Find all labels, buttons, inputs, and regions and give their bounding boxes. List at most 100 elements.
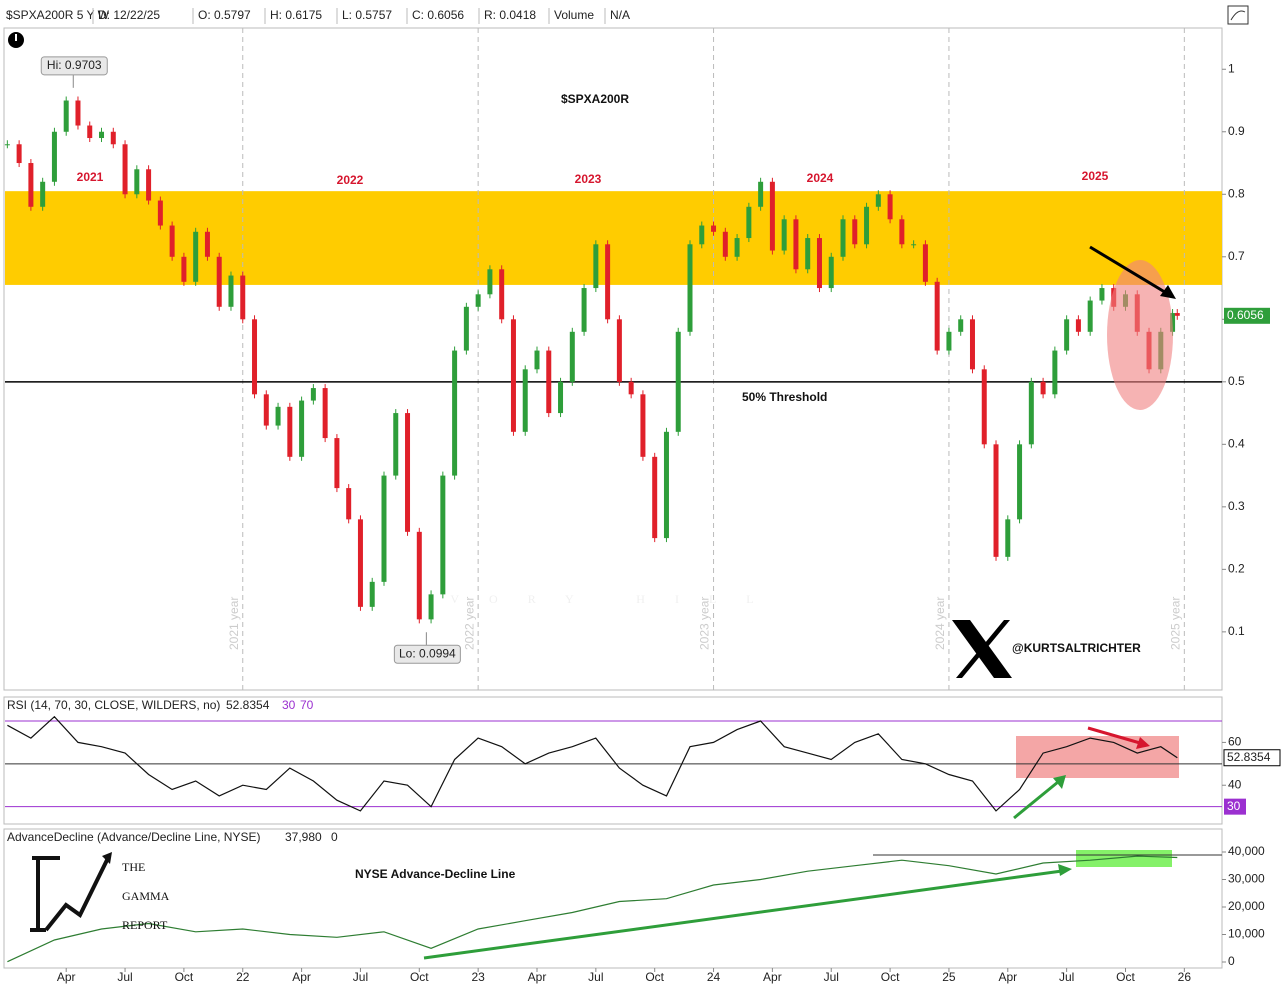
candle [852, 219, 858, 245]
scale-icon [1230, 10, 1246, 21]
candle [652, 456, 658, 539]
candle [510, 319, 516, 432]
header-item: $SPXA200R 5 Y W [6, 8, 110, 22]
candle [734, 238, 740, 257]
header-item: D: 12/22/25 [98, 8, 160, 22]
candle [911, 244, 917, 246]
candle [699, 225, 705, 245]
candle [758, 181, 764, 207]
candle [616, 319, 622, 382]
candle [393, 413, 399, 476]
candle [346, 488, 352, 520]
candle [463, 306, 469, 351]
series-line [7, 715, 1178, 812]
candle [1174, 313, 1180, 316]
y-tick-label: 10,000 [1228, 927, 1265, 941]
x-tick-label: Apr [998, 970, 1017, 984]
period-label: 2024 year [933, 597, 947, 650]
candle [416, 531, 422, 620]
last-value-label: 0.6056 [1227, 308, 1264, 322]
candle [946, 331, 952, 351]
y-tick-label: 40,000 [1228, 844, 1265, 858]
band [5, 191, 1222, 285]
year-label: 2022 [337, 173, 364, 187]
scale-button[interactable] [1227, 5, 1249, 25]
candle [1075, 319, 1081, 332]
year-label: 2023 [575, 172, 602, 186]
candle [87, 125, 93, 139]
x-tick-label: Jul [824, 970, 839, 984]
candle [969, 319, 975, 370]
candle [534, 350, 540, 370]
year-label: 2024 [807, 171, 834, 185]
annotation-box [40, 56, 108, 76]
candle [63, 100, 69, 132]
arrow-head [1160, 285, 1176, 299]
candle [675, 331, 681, 432]
x-tick-label: Apr [528, 970, 547, 984]
candle [1040, 381, 1046, 395]
candle [934, 281, 940, 351]
logo-text: REPORT [122, 918, 168, 932]
candle [1017, 444, 1023, 520]
ad-panel [3, 828, 1223, 969]
x-tick-label: 26 [1178, 970, 1192, 984]
series-line [7, 855, 1178, 963]
arrow [1089, 245, 1169, 296]
candle [605, 244, 611, 320]
candle [687, 244, 693, 332]
panel-subtitle: NYSE Advance-Decline Line [355, 867, 516, 881]
logo-text: GAMMA [122, 889, 170, 903]
candle [40, 181, 46, 207]
y-tick-label: 0.7 [1228, 249, 1245, 263]
candle [899, 219, 905, 245]
rsi-highlight [1016, 736, 1179, 778]
arrow-head [1053, 775, 1066, 789]
candle [1052, 350, 1058, 395]
candle [334, 438, 340, 489]
y-tick-label: 1 [1228, 61, 1235, 75]
y-tick-label: 40 [1228, 777, 1242, 791]
candle [440, 475, 446, 595]
candle [546, 350, 552, 414]
year-label: 2021 [77, 170, 104, 184]
header-item: C: 0.6056 [412, 8, 464, 22]
candle [193, 231, 199, 282]
x-tick-label: Jul [117, 970, 132, 984]
candle [228, 275, 234, 307]
last-value-box [1223, 749, 1281, 767]
candle [51, 131, 57, 182]
candle [381, 475, 387, 582]
highlight-ellipse [1107, 260, 1173, 410]
y-tick-label: 0.2 [1228, 562, 1245, 576]
panel-header-value: 70 [300, 698, 314, 712]
header-item: O: 0.5797 [198, 8, 251, 22]
x-tick-label: Jul [588, 970, 603, 984]
price-panel [3, 27, 1223, 691]
candle [16, 144, 22, 164]
x-tick-label: 23 [471, 970, 485, 984]
candle [722, 231, 728, 257]
candle [263, 394, 269, 426]
candle [981, 369, 987, 445]
candle [663, 431, 669, 539]
candle [487, 269, 493, 295]
panel-title: RSI (14, 70, 30, CLOSE, WILDERS, no) [7, 698, 220, 712]
candle [640, 394, 646, 457]
candle [499, 269, 505, 320]
ad-highlight [1076, 850, 1172, 867]
level-label: 30 [1227, 799, 1241, 813]
annotation-label: Lo: 0.0994 [399, 646, 456, 660]
candle [793, 219, 799, 270]
y-tick-label: 20,000 [1228, 899, 1265, 913]
candle [475, 294, 481, 307]
last-value-label: 52.8354 [1227, 750, 1271, 764]
candle [169, 225, 175, 257]
y-tick-label: 0.9 [1228, 124, 1245, 138]
panel-header-value: 52.8354 [226, 698, 270, 712]
watermark: IVORY HILL [416, 592, 783, 606]
candle [99, 131, 105, 139]
candle [840, 219, 846, 257]
y-tick-label: 0.3 [1228, 499, 1245, 513]
candle [134, 169, 140, 195]
